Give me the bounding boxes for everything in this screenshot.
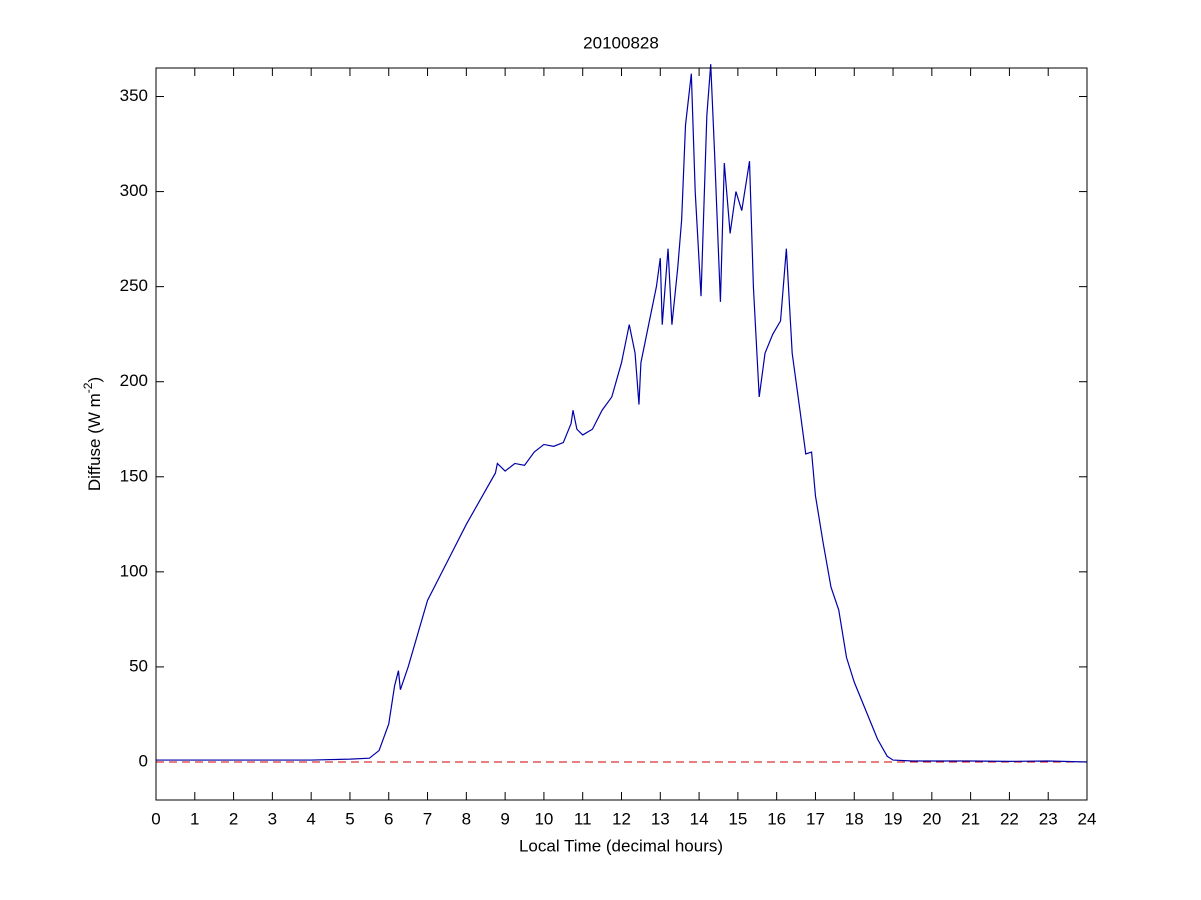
y-tick-label: 350 [120, 86, 148, 105]
x-tick-label: 24 [1078, 809, 1097, 828]
x-tick-label: 22 [1000, 809, 1019, 828]
y-tick-label: 50 [129, 656, 148, 675]
x-tick-label: 17 [806, 809, 825, 828]
x-tick-label: 21 [961, 809, 980, 828]
x-tick-label: 13 [651, 809, 670, 828]
x-tick-label: 23 [1039, 809, 1058, 828]
x-tick-label: 18 [845, 809, 864, 828]
x-tick-label: 1 [190, 809, 199, 828]
data-line [156, 64, 1088, 763]
x-tick-label: 0 [151, 809, 160, 828]
x-tick-label: 3 [268, 809, 277, 828]
x-tick-label: 9 [500, 809, 509, 828]
y-tick-label: 200 [120, 371, 148, 390]
x-tick-label: 11 [574, 809, 592, 828]
x-tick-label: 4 [306, 809, 315, 828]
x-tick-label: 15 [728, 809, 747, 828]
x-tick-label: 14 [690, 809, 709, 828]
y-label-sup: -2 [81, 382, 95, 393]
x-tick-label: 2 [229, 809, 238, 828]
chart-title: 20100828 [583, 33, 659, 52]
x-tick-label: 10 [534, 809, 553, 828]
y-tick-label: 150 [120, 466, 148, 485]
y-label-text: Diffuse (W m [85, 393, 104, 491]
axes-box [155, 67, 1088, 801]
y-tick-label: 0 [139, 751, 148, 770]
y-tick-label: 300 [120, 181, 148, 200]
plot-area: 0 1 2 3 4 5 6 7 8 9 10 11 12 13 14 15 16 17 18 19 20 21 22 23 24… [120, 64, 1097, 828]
x-tick-label: 8 [462, 809, 471, 828]
x-tick-label: 6 [384, 809, 393, 828]
y-label-suffix: ) [85, 377, 104, 383]
x-tick-label: 5 [345, 809, 354, 828]
y-axis-label: Diffuse (W m-2) [81, 377, 104, 491]
x-tick-label: 12 [612, 809, 631, 828]
x-tick-label: 19 [884, 809, 903, 828]
x-tick-label: 20 [922, 809, 941, 828]
x-tick-label: 16 [767, 809, 786, 828]
y-tick-label: 100 [120, 561, 148, 580]
y-tick-label: 250 [120, 276, 148, 295]
x-axis-label: Local Time (decimal hours) [519, 836, 723, 855]
x-tick-label: 7 [423, 809, 432, 828]
